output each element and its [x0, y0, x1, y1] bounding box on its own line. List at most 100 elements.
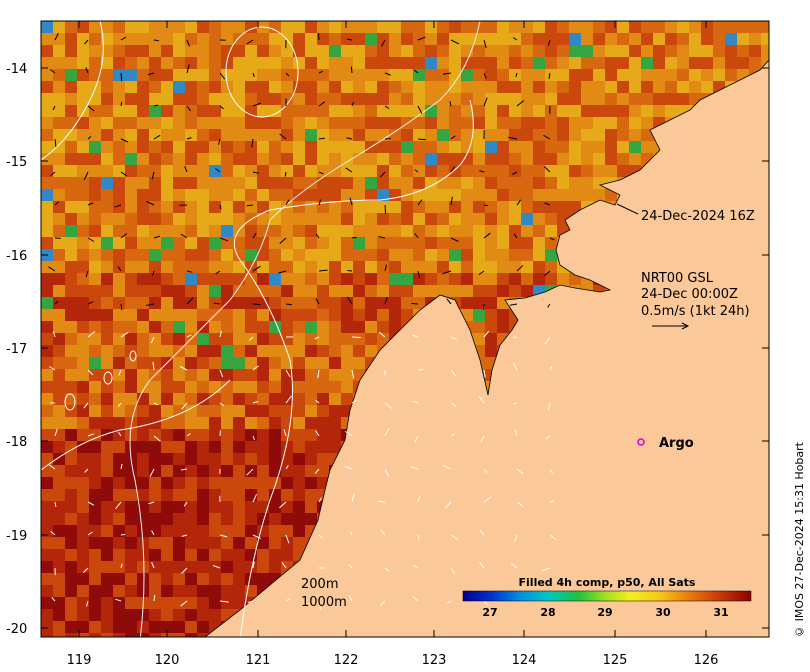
sst-cell — [329, 357, 341, 369]
y-tick: -19 — [6, 529, 769, 544]
sst-cell — [617, 93, 629, 105]
sst-cell — [257, 321, 269, 333]
sst-cell — [89, 501, 101, 513]
contour-1000m — [233, 99, 474, 637]
sst-cell — [53, 225, 65, 237]
sst-cell — [65, 273, 77, 285]
sst-cell — [269, 525, 281, 537]
sst-cell — [509, 165, 521, 177]
current-vector — [51, 597, 56, 602]
sst-cell — [89, 621, 101, 633]
x-tick: 124 — [512, 21, 536, 668]
sst-cell — [653, 69, 665, 81]
sst-cell — [545, 189, 557, 201]
sst-cell — [185, 129, 197, 141]
sst-cell — [53, 81, 65, 93]
sst-cell — [569, 201, 581, 213]
sst-cell — [257, 441, 269, 453]
sst-cell — [425, 285, 437, 297]
sst-cell — [329, 261, 341, 273]
sst-cell — [233, 321, 245, 333]
sst-cell — [221, 69, 233, 81]
sst-cell — [521, 81, 533, 93]
sst-cell — [89, 237, 101, 249]
sst-cell — [557, 153, 569, 165]
sst-cell — [245, 141, 257, 153]
sst-cell — [341, 237, 353, 249]
sst-cell — [269, 345, 281, 357]
sst-cell — [185, 45, 197, 57]
sst-cell — [41, 273, 53, 285]
sst-cell — [137, 249, 149, 261]
sst-cell — [725, 69, 737, 81]
sst-cell — [77, 549, 89, 561]
sst-cell — [317, 333, 329, 345]
y-tick-label: -18 — [6, 435, 27, 450]
sst-cell — [329, 321, 341, 333]
sst-cell — [557, 177, 569, 189]
sst-cell — [77, 585, 89, 597]
current-vector — [146, 303, 155, 306]
sst-cell — [293, 141, 305, 153]
sst-cell — [221, 141, 233, 153]
sst-cell — [233, 573, 245, 585]
sst-cell — [221, 429, 233, 441]
sst-cell — [89, 261, 101, 273]
sst-cell — [209, 201, 221, 213]
sst-cell — [473, 285, 485, 297]
sst-cell — [449, 177, 461, 189]
sst-cell — [125, 33, 137, 45]
sst-cell — [317, 453, 329, 465]
sst-cell — [497, 249, 509, 261]
sst-cell — [161, 429, 173, 441]
current-vector — [148, 501, 155, 505]
current-vector — [246, 468, 254, 476]
sst-cell — [221, 345, 233, 357]
sst-cell — [101, 129, 113, 141]
current-vector — [186, 64, 190, 74]
sst-cell — [317, 321, 329, 333]
sst-cell — [77, 621, 89, 633]
sst-cell — [77, 441, 89, 453]
sst-cell — [65, 633, 77, 637]
sst-cell — [161, 573, 173, 585]
sst-cell — [173, 381, 185, 393]
sst-cell — [53, 453, 65, 465]
sst-cell — [557, 33, 569, 45]
sst-cell — [89, 213, 101, 225]
sst-cell — [113, 261, 125, 273]
sst-cell — [113, 33, 125, 45]
color-bar-tick-label: 29 — [597, 606, 612, 619]
sst-cell — [257, 333, 269, 345]
sst-cell — [209, 153, 221, 165]
sst-cell — [257, 393, 269, 405]
sst-cell — [125, 489, 137, 501]
sst-cell — [65, 573, 77, 585]
sst-cell — [449, 105, 461, 117]
sst-cell — [101, 573, 113, 585]
sst-cell — [473, 69, 485, 81]
sst-cell — [461, 153, 473, 165]
sst-cell — [197, 513, 209, 525]
sst-cell — [365, 177, 377, 189]
sst-cell — [185, 477, 197, 489]
sst-cell — [137, 381, 149, 393]
sst-cell — [545, 69, 557, 81]
sst-cell — [185, 621, 197, 633]
sst-cell — [569, 21, 581, 33]
argo-float-marker[interactable] — [637, 438, 645, 446]
sst-cell — [605, 45, 617, 57]
sst-cell — [281, 129, 293, 141]
current-vector — [151, 171, 155, 180]
sst-cell — [125, 69, 137, 81]
sst-cell — [77, 465, 89, 477]
sst-cell — [221, 177, 233, 189]
sst-cell — [161, 129, 173, 141]
sst-cell — [89, 105, 101, 117]
sst-cell — [401, 45, 413, 57]
sst-cell — [125, 597, 137, 609]
current-vector — [417, 36, 426, 41]
sst-cell — [65, 201, 77, 213]
sst-cell — [269, 441, 281, 453]
